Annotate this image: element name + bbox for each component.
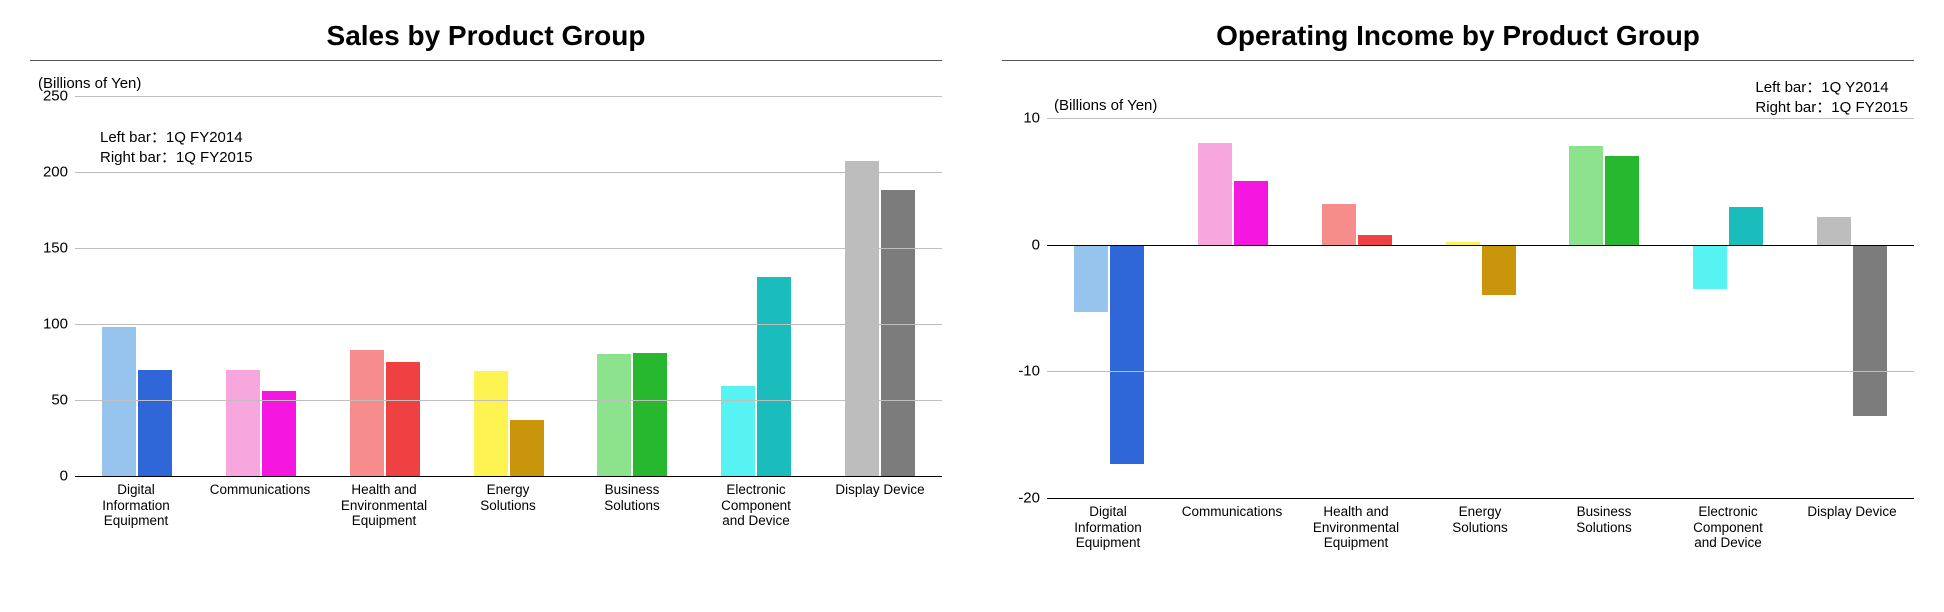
x-axis-label: ElectronicComponentand Device xyxy=(1666,504,1790,551)
bar-right xyxy=(510,420,544,476)
sales-chart-title: Sales by Product Group xyxy=(30,20,942,52)
gridline xyxy=(75,324,942,325)
x-axis-label: BusinessSolutions xyxy=(1542,504,1666,551)
y-tick-label: 0 xyxy=(60,468,68,485)
bar-right xyxy=(881,190,915,476)
category-group xyxy=(1666,118,1790,498)
y-tick-label: -10 xyxy=(1018,363,1040,380)
sales-plot-area: 050100150200250 xyxy=(30,96,942,476)
bar-left xyxy=(1322,204,1356,245)
bar-left xyxy=(1074,245,1108,312)
gridline xyxy=(1047,371,1914,372)
sales-y-axis-label: (Billions of Yen) xyxy=(38,75,942,92)
income-plot-area: -20-10010 xyxy=(1002,118,1914,498)
gridline xyxy=(75,248,942,249)
y-tick-label: 150 xyxy=(43,240,68,257)
bar-right xyxy=(1605,156,1639,245)
gridline xyxy=(75,172,942,173)
category-group xyxy=(1047,118,1171,498)
income-title-rule xyxy=(1002,60,1914,61)
gridline xyxy=(75,476,942,477)
gridline xyxy=(1047,498,1914,499)
income-chart-title: Operating Income by Product Group xyxy=(1002,20,1914,52)
gridline xyxy=(1047,245,1914,246)
y-tick-label: -20 xyxy=(1018,490,1040,507)
bar-left xyxy=(1198,143,1232,244)
sales-title-rule xyxy=(30,60,942,61)
x-axis-label: Communications xyxy=(1170,504,1294,551)
income-x-labels: DigitalInformationEquipmentCommunication… xyxy=(1046,504,1914,551)
x-axis-label: BusinessSolutions xyxy=(570,482,694,529)
income-chart-panel: Operating Income by Product Group Left b… xyxy=(1002,20,1914,551)
gridline xyxy=(75,96,942,97)
sales-plot-grid xyxy=(74,96,942,476)
category-group xyxy=(1419,118,1543,498)
category-group xyxy=(1790,118,1914,498)
income-legend-line-1: Left bar：1Q Y2014 xyxy=(1755,78,1908,98)
sales-x-labels: DigitalInformationEquipmentCommunication… xyxy=(74,482,942,529)
bar-left xyxy=(350,350,384,476)
bar-right xyxy=(757,277,791,476)
y-tick-label: 50 xyxy=(51,392,68,409)
x-axis-label: EnergySolutions xyxy=(1418,504,1542,551)
sales-y-ticks: 050100150200250 xyxy=(30,96,74,476)
bar-right xyxy=(1853,245,1887,416)
category-group xyxy=(818,96,942,476)
bar-left xyxy=(597,354,631,476)
y-tick-label: 10 xyxy=(1023,110,1040,127)
bar-right xyxy=(262,391,296,476)
x-axis-label: EnergySolutions xyxy=(446,482,570,529)
bar-right xyxy=(1729,207,1763,245)
bar-right xyxy=(1110,245,1144,464)
category-group xyxy=(1542,118,1666,498)
category-group xyxy=(694,96,818,476)
charts-row: Sales by Product Group (Billions of Yen)… xyxy=(30,20,1914,551)
bar-right xyxy=(1482,245,1516,296)
y-tick-label: 100 xyxy=(43,316,68,333)
x-axis-label: DigitalInformationEquipment xyxy=(74,482,198,529)
x-axis-label: Display Device xyxy=(818,482,942,529)
bar-left xyxy=(1817,217,1851,245)
x-axis-label: Display Device xyxy=(1790,504,1914,551)
bar-left xyxy=(845,161,879,476)
category-group xyxy=(570,96,694,476)
sales-bars-layer xyxy=(75,96,942,476)
category-group xyxy=(323,96,447,476)
category-group xyxy=(1295,118,1419,498)
income-plot-grid xyxy=(1046,118,1914,498)
bar-left xyxy=(102,327,136,476)
category-group xyxy=(75,96,199,476)
income-legend-line-2: Right bar：1Q FY2015 xyxy=(1755,98,1908,118)
income-legend-note: Left bar：1Q Y2014 Right bar：1Q FY2015 xyxy=(1755,78,1908,117)
gridline xyxy=(1047,118,1914,119)
bar-right xyxy=(633,353,667,476)
bar-right xyxy=(386,362,420,476)
category-group xyxy=(1171,118,1295,498)
bar-left xyxy=(1569,146,1603,245)
y-tick-label: 200 xyxy=(43,164,68,181)
gridline xyxy=(75,400,942,401)
bar-right xyxy=(138,370,172,476)
x-axis-label: Communications xyxy=(198,482,322,529)
category-group xyxy=(447,96,571,476)
bar-right xyxy=(1358,235,1392,245)
x-axis-label: Health andEnvironmentalEquipment xyxy=(322,482,446,529)
bar-left xyxy=(1693,245,1727,289)
y-tick-label: 250 xyxy=(43,88,68,105)
bar-left xyxy=(226,370,260,476)
x-axis-label: DigitalInformationEquipment xyxy=(1046,504,1170,551)
sales-chart-panel: Sales by Product Group (Billions of Yen)… xyxy=(30,20,942,551)
bar-right xyxy=(1234,181,1268,244)
x-axis-label: ElectronicComponentand Device xyxy=(694,482,818,529)
income-bars-layer xyxy=(1047,118,1914,498)
bar-left xyxy=(474,371,508,476)
category-group xyxy=(199,96,323,476)
x-axis-label: Health andEnvironmentalEquipment xyxy=(1294,504,1418,551)
income-y-ticks: -20-10010 xyxy=(1002,118,1046,498)
y-tick-label: 0 xyxy=(1032,236,1040,253)
